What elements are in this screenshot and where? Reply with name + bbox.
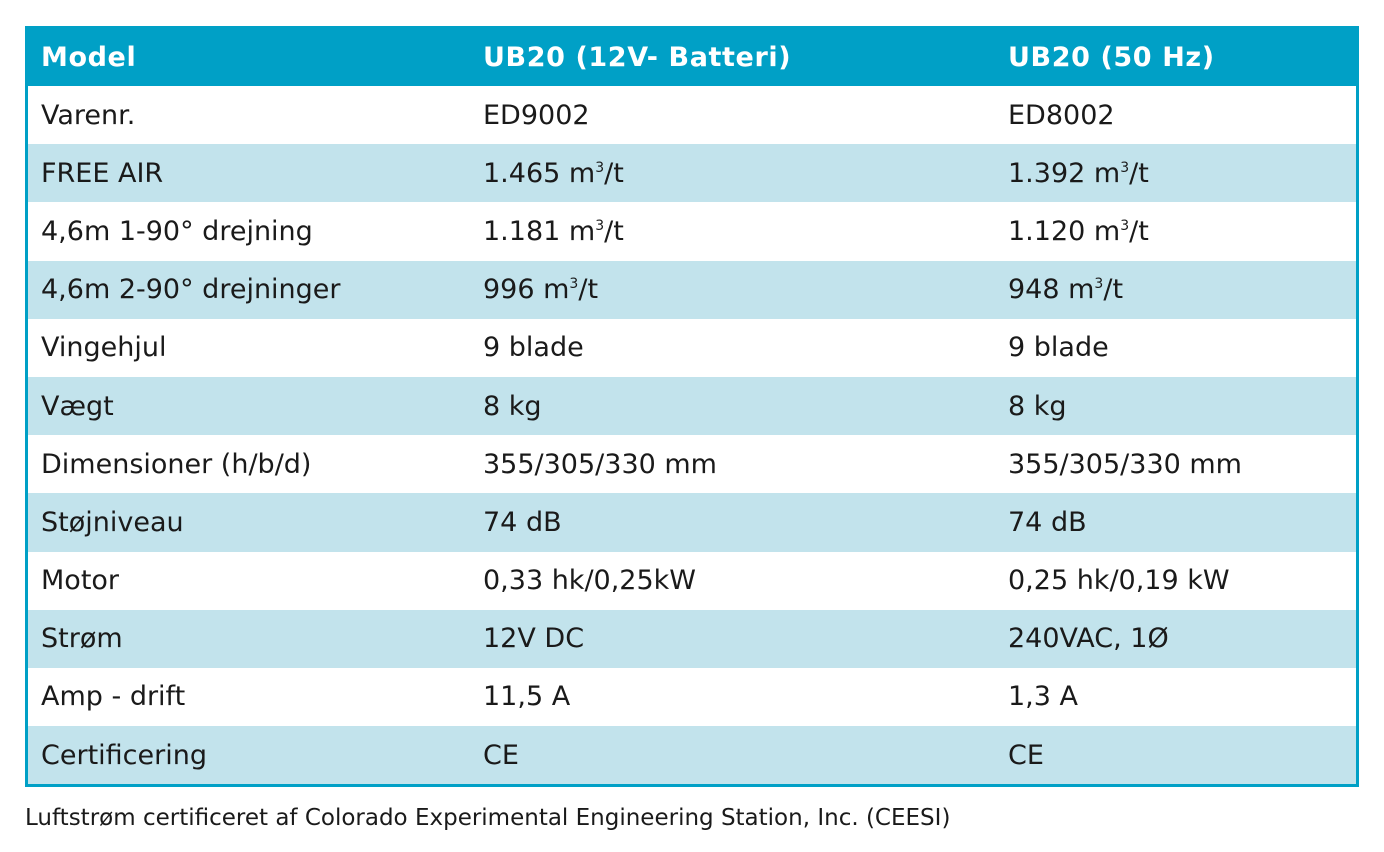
row-value-ub20-50hz: CE bbox=[1008, 739, 1044, 771]
row-value-ub20-50hz: 1,3 A bbox=[1008, 681, 1078, 713]
table-row: FREE AIR 1.465 m3/t 1.392 m3/t bbox=[28, 144, 1356, 203]
row-label: Støjniveau bbox=[41, 506, 184, 538]
footnote: Luftstrøm certificeret af Colorado Exper… bbox=[25, 805, 951, 831]
row-value-ub20-50hz: 1.120 m3/t bbox=[1008, 215, 1149, 247]
table-row: 4,6m 1-90° drejning 1.181 m3/t 1.120 m3/t bbox=[28, 202, 1356, 261]
row-value-ub20-battery: 1.465 m3/t bbox=[483, 157, 624, 189]
header-ub20-battery: UB20 (12V- Batteri) bbox=[483, 42, 792, 73]
table-row: Amp - drift 11,5 A 1,3 A bbox=[28, 667, 1356, 727]
row-value-ub20-battery: 11,5 A bbox=[483, 681, 571, 713]
table-row: Støjniveau 74 dB 74 dB bbox=[28, 493, 1356, 552]
table-row: Dimensioner (h/b/d) 355/305/330 mm 355/305… bbox=[28, 435, 1356, 494]
row-value-ub20-50hz: ED8002 bbox=[1008, 99, 1115, 131]
table-row: Vægt 8 kg 8 kg bbox=[28, 376, 1356, 436]
spec-table: Model UB20 (12V- Batteri) UB20 (50 Hz) V… bbox=[25, 26, 1359, 788]
row-value-ub20-50hz: 1.392 m3/t bbox=[1008, 157, 1149, 189]
row-value-ub20-battery: 0,33 hk/0,25kW bbox=[483, 565, 696, 597]
row-value-ub20-battery: 12V DC bbox=[483, 623, 585, 655]
row-label: Strøm bbox=[41, 623, 123, 655]
row-value-ub20-battery: 8 kg bbox=[483, 390, 542, 422]
row-value-ub20-battery: CE bbox=[483, 739, 519, 771]
row-value-ub20-50hz: 240VAC, 1Ø bbox=[1008, 623, 1169, 655]
table-row: Motor 0,33 hk/0,25kW 0,25 hk/0,19 kW bbox=[28, 551, 1356, 610]
table-row: Varenr. ED9002 ED8002 bbox=[28, 86, 1356, 145]
table-row: 4,6m 2-90° drejninger 996 m3/t 948 m3/t bbox=[28, 260, 1356, 319]
row-label: 4,6m 1-90° drejning bbox=[41, 215, 313, 247]
row-label: FREE AIR bbox=[41, 157, 164, 189]
table-row: Certificering CE CE bbox=[28, 726, 1356, 785]
row-label: Vingehjul bbox=[41, 332, 167, 364]
row-label: Varenr. bbox=[41, 99, 136, 131]
table-row: Vingehjul 9 blade 9 blade bbox=[28, 318, 1356, 377]
row-value-ub20-50hz: 8 kg bbox=[1008, 390, 1067, 422]
table-header-row: Model UB20 (12V- Batteri) UB20 (50 Hz) bbox=[28, 29, 1356, 86]
row-value-ub20-battery: 9 blade bbox=[483, 332, 584, 364]
row-label: 4,6m 2-90° drejninger bbox=[41, 274, 341, 306]
header-model: Model bbox=[41, 42, 137, 73]
row-value-ub20-50hz: 355/305/330 mm bbox=[1008, 448, 1242, 480]
row-value-ub20-50hz: 948 m3/t bbox=[1008, 274, 1124, 306]
row-value-ub20-50hz: 0,25 hk/0,19 kW bbox=[1008, 565, 1230, 597]
header-ub20-50hz: UB20 (50 Hz) bbox=[1008, 42, 1215, 73]
row-label: Dimensioner (h/b/d) bbox=[41, 448, 312, 480]
row-label: Motor bbox=[41, 565, 120, 597]
row-value-ub20-50hz: 74 dB bbox=[1008, 506, 1087, 538]
table-row: Strøm 12V DC 240VAC, 1Ø bbox=[28, 609, 1356, 668]
row-value-ub20-battery: 996 m3/t bbox=[483, 274, 599, 306]
row-value-ub20-battery: 1.181 m3/t bbox=[483, 215, 624, 247]
row-label: Certificering bbox=[41, 739, 207, 771]
row-value-ub20-battery: ED9002 bbox=[483, 99, 590, 131]
row-label: Vægt bbox=[41, 390, 114, 422]
row-value-ub20-50hz: 9 blade bbox=[1008, 332, 1109, 364]
row-value-ub20-battery: 74 dB bbox=[483, 506, 562, 538]
row-label: Amp - drift bbox=[41, 681, 186, 713]
row-value-ub20-battery: 355/305/330 mm bbox=[483, 448, 717, 480]
